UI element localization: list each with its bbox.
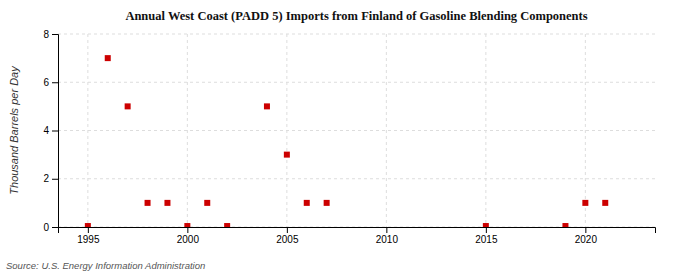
x-tick-mark [486, 227, 487, 233]
point [324, 200, 330, 206]
point [204, 200, 210, 206]
x-tick: 2010 [376, 227, 399, 245]
y-axis-line [52, 35, 59, 228]
x-tick-mark [88, 227, 89, 233]
grid-line-x [386, 34, 387, 227]
y-axis: 0 2 4 6 8 [43, 29, 58, 233]
grid [58, 34, 655, 227]
grid-line-y [58, 130, 655, 131]
x-tick-mark [287, 227, 288, 233]
y-tick: 8 [43, 29, 58, 40]
point [602, 200, 608, 206]
x-tick-label: 2000 [177, 234, 200, 245]
y-tick-mark [52, 227, 58, 228]
x-tick: 2015 [475, 227, 498, 245]
y-tick: 6 [43, 77, 58, 88]
x-tick: 2005 [276, 227, 299, 245]
x-tick-label: 2020 [575, 234, 598, 245]
chart: 1995 2000 2005 2010 2015 2020 0 2 4 6 8 Annual West… [0, 0, 675, 275]
point [582, 200, 588, 206]
point [145, 200, 151, 206]
x-tick-label: 2005 [276, 234, 299, 245]
x-tick-mark [187, 227, 188, 233]
title: Annual West Coast (PADD 5) Imports from … [125, 9, 587, 23]
y-axis-title: Thousand Barrels per Day [8, 65, 20, 195]
y-tick-label: 4 [43, 125, 49, 136]
grid-line-y [58, 34, 655, 35]
point [304, 200, 310, 206]
point [483, 223, 489, 227]
source-note: Source: U.S. Energy Information Administ… [6, 260, 205, 271]
grid-line-x [585, 34, 586, 227]
y-tick-label: 2 [43, 173, 49, 184]
point [224, 223, 230, 227]
x-tick-label: 1995 [77, 234, 100, 245]
y-tick-mark [52, 34, 58, 35]
y-tick: 4 [43, 125, 58, 136]
x-tick-mark [585, 227, 586, 233]
x-axis: 1995 2000 2005 2010 2015 2020 [59, 227, 656, 245]
grid-line-y [58, 178, 655, 179]
point [562, 223, 568, 227]
y-tick-mark [52, 131, 58, 132]
y-tick-label: 8 [43, 29, 49, 40]
y-tick-mark [52, 179, 58, 180]
point [105, 55, 111, 61]
x-tick: 2020 [575, 227, 598, 245]
point [264, 103, 270, 109]
point [164, 200, 170, 206]
y-tick-label: 6 [43, 77, 49, 88]
point [184, 223, 190, 227]
y-tick-mark [52, 82, 58, 83]
points [85, 55, 608, 227]
point [125, 103, 131, 109]
x-tick-label: 2010 [376, 234, 399, 245]
y-tick: 2 [43, 173, 58, 184]
grid-line-y [58, 82, 655, 83]
y-tick: 0 [43, 222, 58, 233]
point [85, 223, 91, 227]
x-tick-mark [386, 227, 387, 233]
y-tick-label: 0 [43, 222, 49, 233]
x-tick-label: 2015 [475, 234, 498, 245]
x-axis-line [59, 228, 656, 234]
x-tick: 1995 [77, 227, 100, 245]
point [284, 152, 290, 158]
x-tick: 2000 [177, 227, 200, 245]
